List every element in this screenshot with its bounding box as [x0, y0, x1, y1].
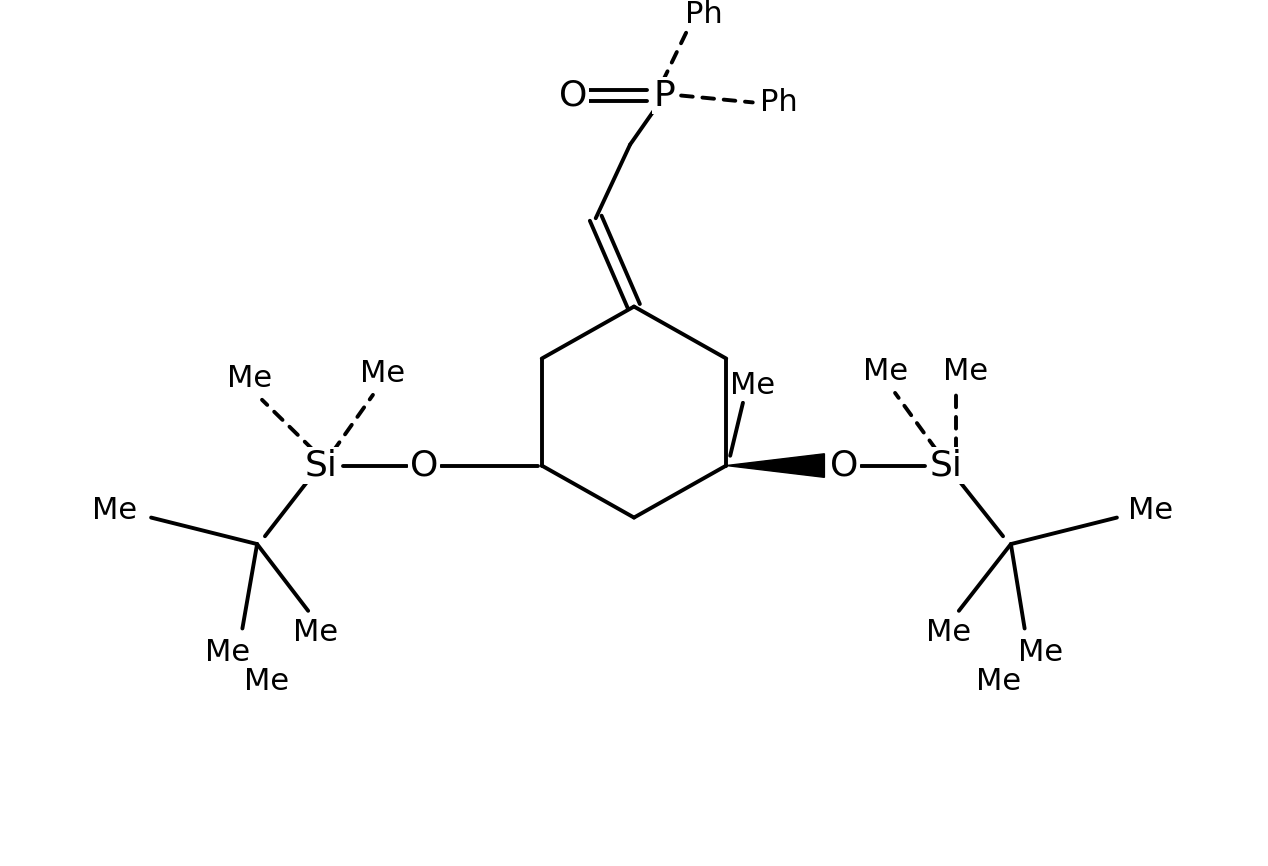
Text: Me: Me	[360, 359, 406, 388]
Text: Si: Si	[929, 449, 962, 482]
Text: P: P	[653, 79, 676, 113]
Text: Me: Me	[730, 371, 775, 399]
Text: Me: Me	[927, 618, 971, 647]
Polygon shape	[727, 454, 824, 477]
Text: Si: Si	[304, 449, 337, 482]
Text: Me: Me	[293, 618, 339, 647]
Text: Me: Me	[975, 667, 1021, 696]
Text: Me: Me	[943, 357, 988, 386]
Text: Me: Me	[227, 364, 271, 392]
Text: Me: Me	[862, 357, 908, 386]
Text: Me: Me	[93, 496, 137, 525]
Text: O: O	[829, 449, 858, 482]
Text: Ph: Ph	[685, 0, 723, 29]
Text: Ph: Ph	[761, 88, 798, 117]
Text: O: O	[410, 449, 439, 482]
Text: Me: Me	[205, 637, 250, 667]
Text: O: O	[559, 79, 587, 113]
Text: Me: Me	[1018, 637, 1063, 667]
Text: Me: Me	[1127, 496, 1173, 525]
Text: Me: Me	[245, 667, 289, 696]
